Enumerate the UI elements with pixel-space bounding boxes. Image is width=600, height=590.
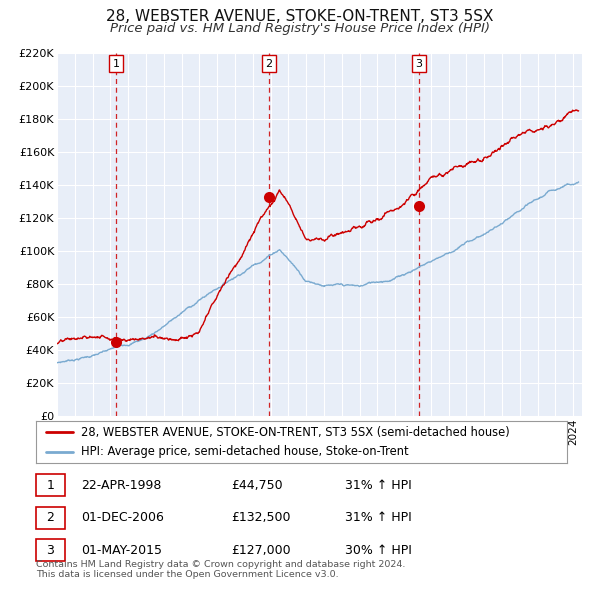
Text: HPI: Average price, semi-detached house, Stoke-on-Trent: HPI: Average price, semi-detached house,…: [81, 445, 409, 458]
Text: 30% ↑ HPI: 30% ↑ HPI: [345, 543, 412, 557]
Text: Price paid vs. HM Land Registry's House Price Index (HPI): Price paid vs. HM Land Registry's House …: [110, 22, 490, 35]
Text: 22-APR-1998: 22-APR-1998: [81, 478, 161, 492]
Text: 31% ↑ HPI: 31% ↑ HPI: [345, 478, 412, 492]
Text: 28, WEBSTER AVENUE, STOKE-ON-TRENT, ST3 5SX (semi-detached house): 28, WEBSTER AVENUE, STOKE-ON-TRENT, ST3 …: [81, 425, 510, 438]
Text: 3: 3: [46, 543, 55, 557]
Text: 28, WEBSTER AVENUE, STOKE-ON-TRENT, ST3 5SX: 28, WEBSTER AVENUE, STOKE-ON-TRENT, ST3 …: [106, 9, 494, 24]
Text: 01-MAY-2015: 01-MAY-2015: [81, 543, 162, 557]
Text: 1: 1: [46, 478, 55, 492]
Text: 1: 1: [112, 58, 119, 68]
Text: 2: 2: [46, 511, 55, 525]
Text: £132,500: £132,500: [231, 511, 290, 525]
Text: 01-DEC-2006: 01-DEC-2006: [81, 511, 164, 525]
Text: 3: 3: [415, 58, 422, 68]
Text: 2: 2: [266, 58, 272, 68]
Text: £44,750: £44,750: [231, 478, 283, 492]
Text: £127,000: £127,000: [231, 543, 290, 557]
Text: 31% ↑ HPI: 31% ↑ HPI: [345, 511, 412, 525]
Text: Contains HM Land Registry data © Crown copyright and database right 2024.
This d: Contains HM Land Registry data © Crown c…: [36, 560, 406, 579]
